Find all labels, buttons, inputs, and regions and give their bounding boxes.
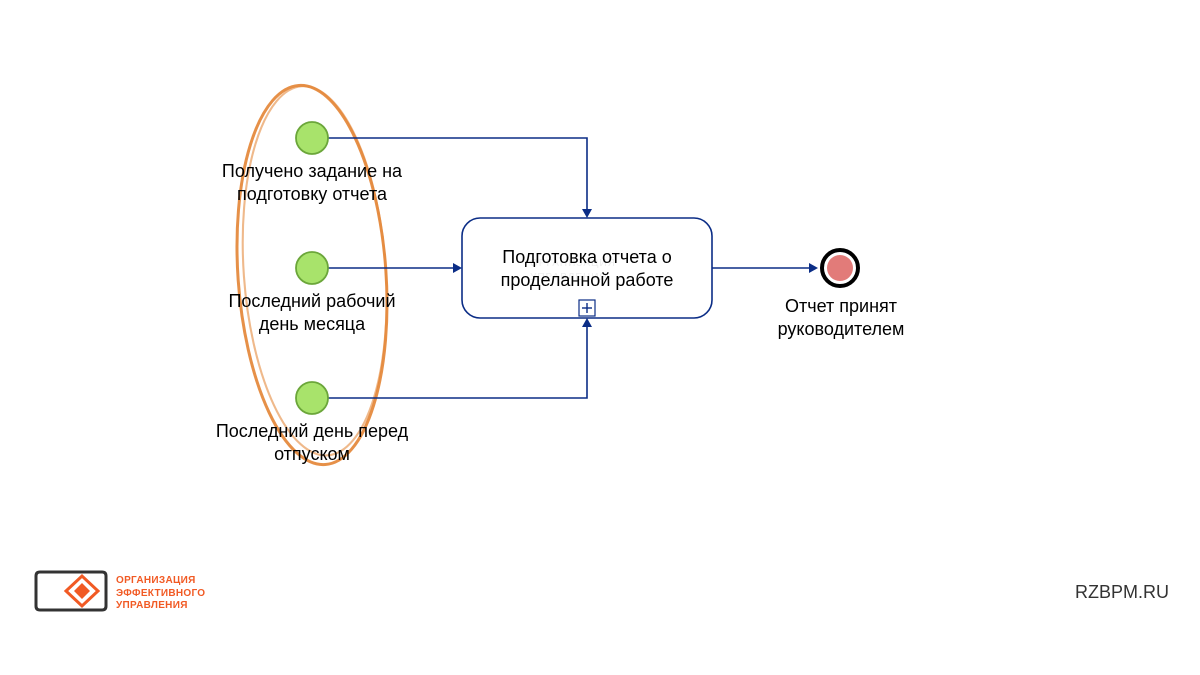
logo-text-line: УПРАВЛЕНИЯ: [116, 600, 188, 611]
label-text: отпуском: [274, 444, 350, 464]
logo-text-line: ОРГАНИЗАЦИЯ: [116, 575, 196, 586]
label-text: Последний рабочий: [228, 291, 395, 311]
task-label: Подготовка отчета о проделанной работе: [472, 246, 702, 291]
logo-text-line: ЭФФЕКТИВНОГО: [116, 588, 205, 599]
footer-site-text: RZBPM.RU: [1075, 582, 1169, 603]
edge-arrowhead: [809, 263, 818, 273]
edge: [328, 324, 587, 398]
edge-arrowhead: [453, 263, 462, 273]
end-event-label: Отчет принят руководителем: [766, 295, 916, 340]
edge-arrowhead: [582, 318, 592, 327]
label-text: Отчет принят: [785, 296, 897, 316]
start-event-circle: [296, 252, 328, 284]
start-event-3-label: Последний день перед отпуском: [190, 420, 434, 465]
footer-logo-text: ОРГАНИЗАЦИЯ ЭФФЕКТИВНОГО УПРАВЛЕНИЯ: [116, 575, 205, 613]
bpmn-diagram: [0, 0, 1200, 675]
label-text: Подготовка отчета о: [502, 247, 671, 267]
end-event-fill: [827, 255, 853, 281]
label-text: день месяца: [259, 314, 365, 334]
label-text: руководителем: [778, 319, 905, 339]
label-text: Последний день перед: [216, 421, 408, 441]
footer-logo-icon: [36, 572, 106, 610]
label-text: проделанной работе: [501, 270, 674, 290]
start-event-circle: [296, 122, 328, 154]
label-text: Получено задание на: [222, 161, 402, 181]
edge-arrowhead: [582, 209, 592, 218]
start-event-2-label: Последний рабочий день месяца: [200, 290, 424, 335]
start-event-circle: [296, 382, 328, 414]
start-event-1-label: Получено задание на подготовку отчета: [200, 160, 424, 205]
label-text: подготовку отчета: [237, 184, 387, 204]
